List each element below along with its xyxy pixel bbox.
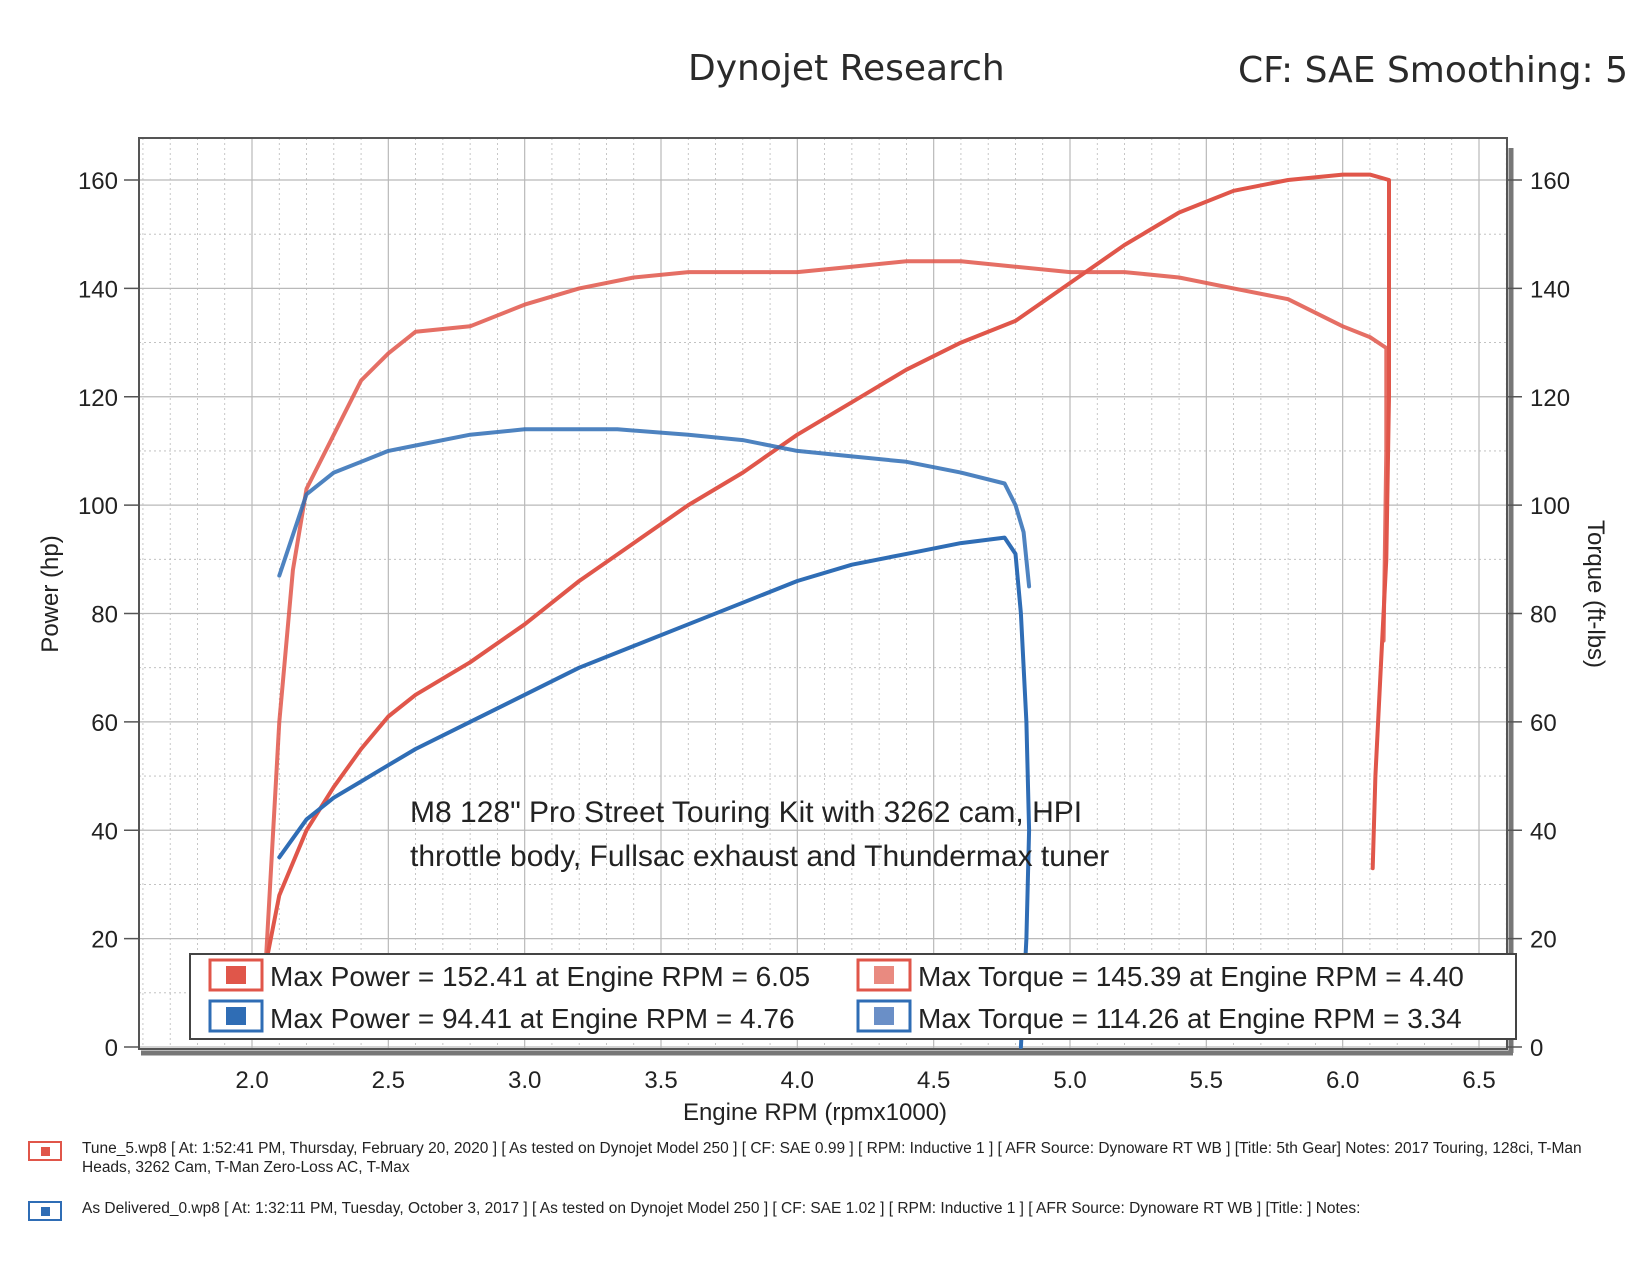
series-line-0 xyxy=(258,172,1391,995)
legend-tuned-power: Max Power = 152.41 at Engine RPM = 6.05 xyxy=(270,961,810,992)
x-tick-label: 2.5 xyxy=(372,1067,405,1094)
y2-tick-label: 160 xyxy=(1530,168,1570,195)
run-swatch-tuned xyxy=(28,1141,62,1161)
run-info-tuned-text: Tune_5.wp8 [ At: 1:52:41 PM, Thursday, F… xyxy=(82,1140,1582,1176)
legend-box: Max Power = 152.41 at Engine RPM = 6.05 … xyxy=(189,953,1517,1040)
x-tick-label: 3.5 xyxy=(644,1067,677,1094)
series-line-1 xyxy=(263,259,1389,968)
legend-stock-power: Max Power = 94.41 at Engine RPM = 4.76 xyxy=(270,1003,795,1034)
x-tick-label: 5.0 xyxy=(1053,1067,1086,1094)
y-tick-label: 0 xyxy=(105,1035,118,1062)
run-swatch-stock xyxy=(28,1201,62,1221)
x-tick-label: 5.5 xyxy=(1190,1067,1223,1094)
y-tick-label: 60 xyxy=(91,710,118,737)
series-line-2 xyxy=(277,535,1032,1049)
y2-tick-label: 20 xyxy=(1530,927,1557,954)
x-tick-label: 3.0 xyxy=(508,1067,541,1094)
legend-stock-torque: Max Torque = 114.26 at Engine RPM = 3.34 xyxy=(918,1003,1462,1034)
y-tick-label: 80 xyxy=(91,602,118,629)
y-tick-label: 100 xyxy=(78,493,118,520)
y-axis-label: Power (hp) xyxy=(37,535,64,652)
x-axis-label: Engine RPM (rpmx1000) xyxy=(683,1099,947,1126)
x-tick-label: 4.0 xyxy=(781,1067,814,1094)
y-tick-label: 140 xyxy=(78,276,118,303)
y-tick-label: 40 xyxy=(91,818,118,845)
y2-tick-label: 0 xyxy=(1530,1035,1543,1062)
y2-tick-label: 120 xyxy=(1530,385,1570,412)
legend-swatch-tuned-torque xyxy=(856,958,912,992)
y-tick-label: 120 xyxy=(78,385,118,412)
correction-label: CF: SAE Smoothing: 5 xyxy=(1238,50,1629,91)
y2-tick-label: 140 xyxy=(1530,276,1570,303)
y2-tick-label: 60 xyxy=(1530,710,1557,737)
x-tick-label: 6.0 xyxy=(1326,1067,1359,1094)
y2-axis-label: Torque (ft-lbs) xyxy=(1582,520,1609,668)
annotation-line-1: M8 128" Pro Street Touring Kit with 3262… xyxy=(410,796,1082,829)
y-tick-label: 20 xyxy=(91,927,118,954)
x-tick-label: 4.5 xyxy=(917,1067,950,1094)
chart-title: Dynojet Research xyxy=(688,48,1005,89)
x-tick-label: 6.5 xyxy=(1462,1067,1495,1094)
plot-frame xyxy=(138,137,1508,1050)
y-tick-label: 160 xyxy=(78,168,118,195)
chart-grid xyxy=(139,138,1507,1049)
legend-tuned-torque: Max Torque = 145.39 at Engine RPM = 4.40 xyxy=(918,961,1464,992)
y2-tick-label: 40 xyxy=(1530,818,1557,845)
y2-tick-label: 80 xyxy=(1530,602,1557,629)
annotation-line-2: throttle body, Fullsac exhaust and Thund… xyxy=(410,840,1109,873)
run-info-stock-text: As Delivered_0.wp8 [ At: 1:32:11 PM, Tue… xyxy=(82,1200,1361,1217)
x-tick-label: 2.0 xyxy=(235,1067,268,1094)
y2-tick-label: 100 xyxy=(1530,493,1570,520)
series-line-3 xyxy=(277,427,1032,589)
